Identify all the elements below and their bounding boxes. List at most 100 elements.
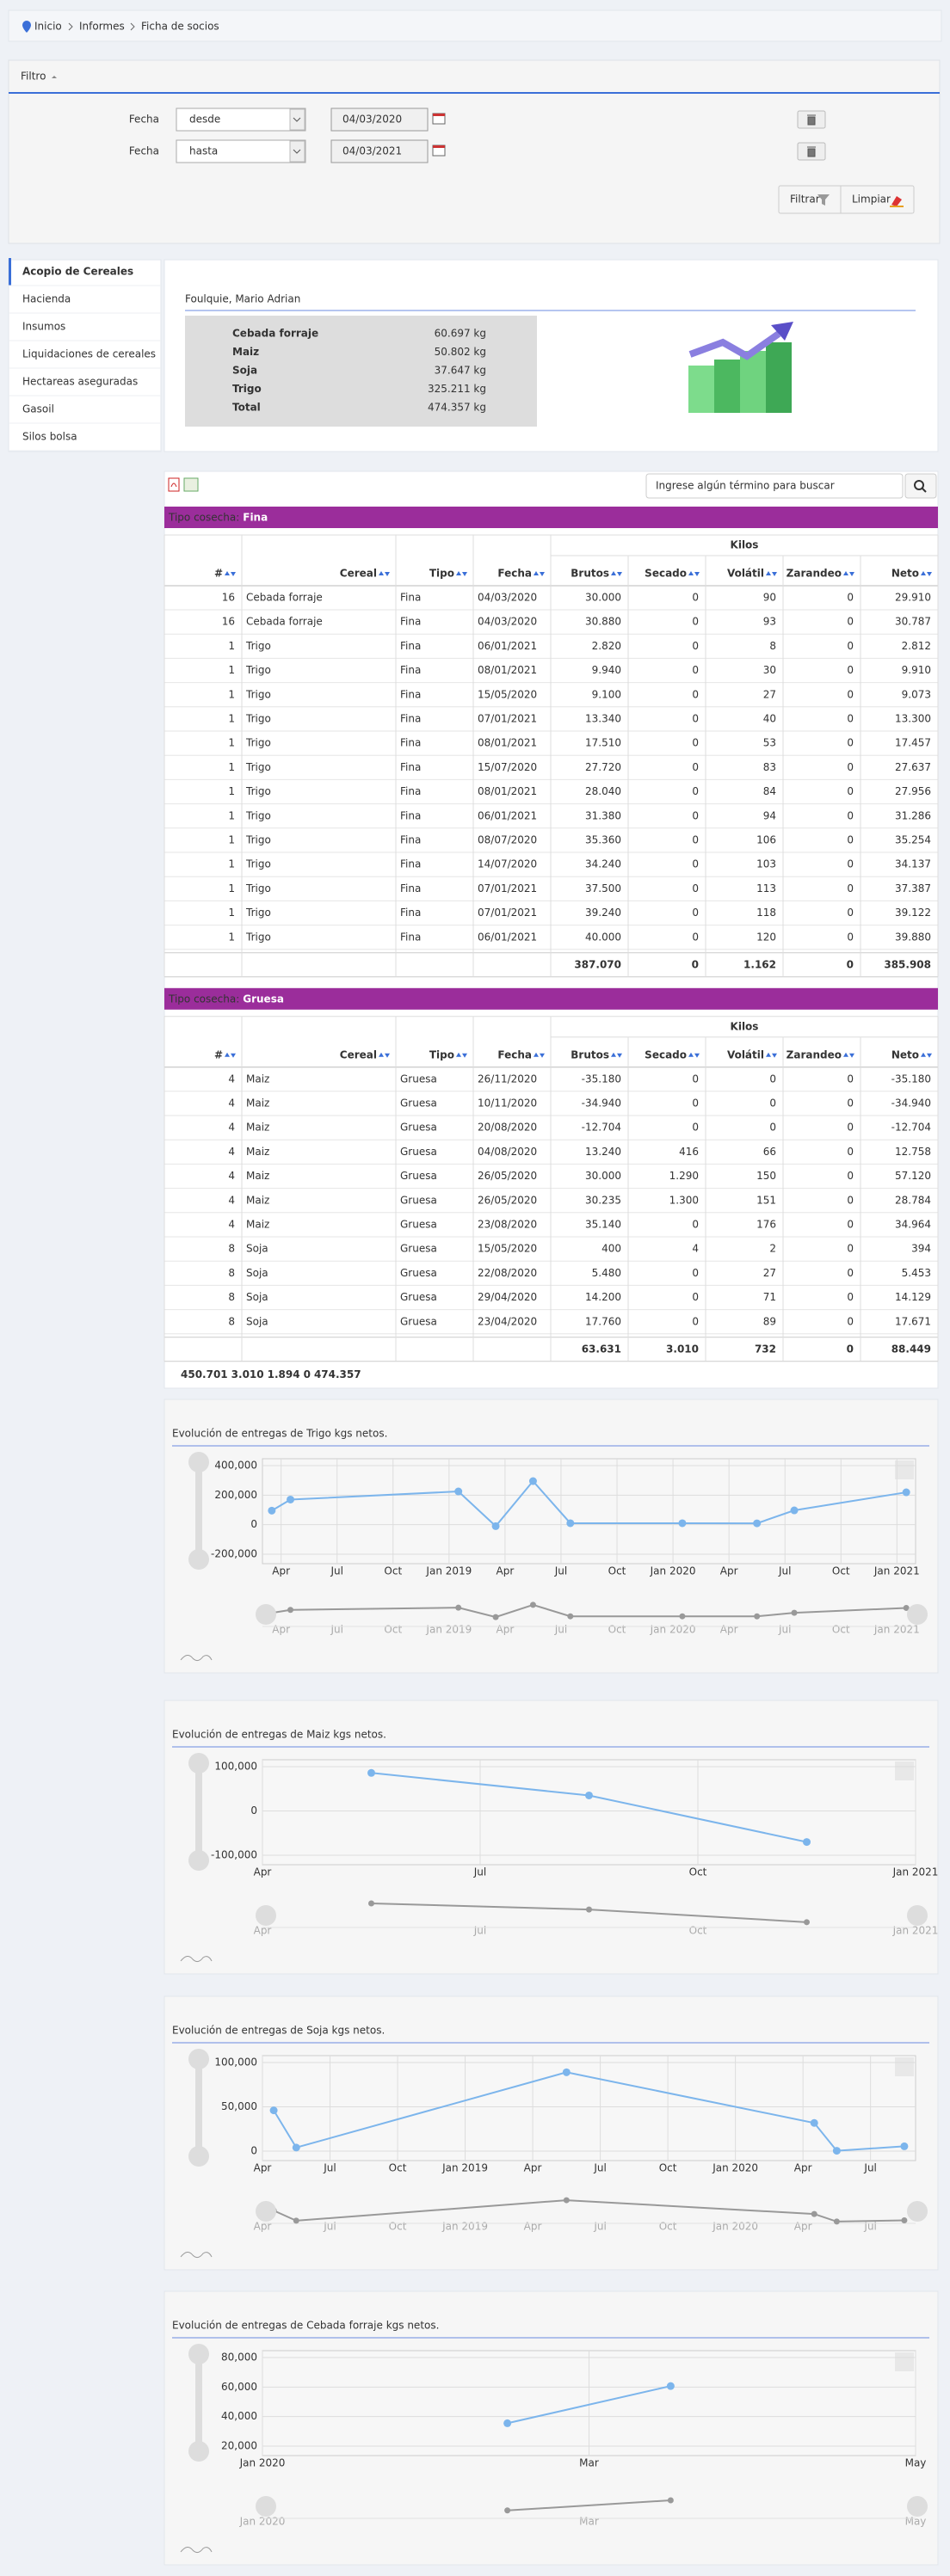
column-header[interactable]: # bbox=[214, 1048, 223, 1061]
data-point[interactable] bbox=[491, 1522, 500, 1530]
navigator-handle[interactable] bbox=[907, 2201, 928, 2222]
data-point[interactable] bbox=[268, 1506, 276, 1515]
export-button[interactable] bbox=[895, 2057, 914, 2076]
filter-button[interactable]: Filtrar bbox=[790, 194, 820, 206]
data-point[interactable] bbox=[790, 1506, 799, 1515]
navigator-handle[interactable] bbox=[907, 2496, 928, 2517]
sort-arrows bbox=[379, 1052, 390, 1058]
navigator-handle[interactable] bbox=[907, 1905, 928, 1926]
table-cell: Gruesa bbox=[400, 1219, 437, 1231]
zoom-handle[interactable] bbox=[188, 2344, 209, 2364]
export-button[interactable] bbox=[895, 2352, 914, 2371]
navigator-handle[interactable] bbox=[256, 2496, 276, 2517]
y-tick-label: -200,000 bbox=[211, 1548, 257, 1560]
navigator-handle[interactable] bbox=[256, 2201, 276, 2222]
search-input[interactable] bbox=[645, 473, 904, 499]
data-point[interactable] bbox=[292, 2143, 300, 2152]
data-point[interactable] bbox=[753, 1519, 762, 1528]
export-button[interactable] bbox=[895, 1460, 914, 1479]
data-point[interactable] bbox=[454, 1487, 463, 1496]
zoom-handle[interactable] bbox=[188, 1452, 209, 1472]
column-header[interactable]: Zarandeo bbox=[787, 1048, 842, 1061]
data-point[interactable] bbox=[678, 1519, 687, 1528]
navigator-handle[interactable] bbox=[256, 1604, 276, 1625]
sort-arrows bbox=[611, 571, 622, 576]
column-header[interactable]: Neto bbox=[891, 568, 919, 580]
navigator-handle[interactable] bbox=[907, 1604, 928, 1625]
column-header[interactable]: Neto bbox=[891, 1048, 919, 1061]
column-header[interactable]: Tipo bbox=[429, 1048, 454, 1061]
column-header[interactable]: Volátil bbox=[727, 1048, 764, 1061]
menu-item[interactable]: Liquidaciones de cereales bbox=[22, 348, 156, 360]
data-point[interactable] bbox=[832, 2147, 841, 2155]
table-cell: 0 bbox=[692, 858, 699, 870]
select-box[interactable] bbox=[176, 139, 306, 163]
menu-item[interactable]: Hectareas aseguradas bbox=[22, 376, 138, 388]
table-cell: 27.637 bbox=[895, 761, 931, 773]
menu-item[interactable]: Acopio de Cereales bbox=[22, 266, 133, 278]
zoom-handle[interactable] bbox=[188, 2049, 209, 2069]
side-menu bbox=[8, 259, 162, 452]
column-header[interactable]: Brutos bbox=[571, 1048, 609, 1061]
data-point[interactable] bbox=[810, 2118, 818, 2127]
pdf-icon[interactable] bbox=[168, 477, 180, 492]
date-input[interactable] bbox=[330, 108, 429, 132]
navigator-label: Oct bbox=[608, 1624, 626, 1636]
menu-item[interactable]: Insumos bbox=[22, 321, 65, 333]
table-cell: 0 bbox=[847, 713, 854, 725]
table-cell: 06/01/2021 bbox=[478, 640, 537, 652]
sort-icon[interactable] bbox=[183, 477, 199, 492]
table-cell: 08/01/2021 bbox=[478, 737, 537, 749]
data-point[interactable] bbox=[269, 2106, 278, 2115]
table-cell: Trigo bbox=[245, 858, 271, 870]
column-header[interactable]: Fecha bbox=[497, 1048, 532, 1061]
summary-value: 60.697 kg bbox=[435, 328, 486, 340]
column-header[interactable]: Brutos bbox=[571, 568, 609, 580]
zoom-handle[interactable] bbox=[188, 1850, 209, 1871]
total-cell: 63.631 bbox=[582, 1343, 621, 1355]
date-input[interactable] bbox=[330, 139, 429, 163]
data-point[interactable] bbox=[287, 1495, 295, 1503]
breadcrumb-item[interactable]: Informes bbox=[79, 21, 125, 33]
data-point[interactable] bbox=[503, 2419, 512, 2427]
table-cell: 1 bbox=[228, 640, 235, 652]
zoom-handle[interactable] bbox=[188, 1753, 209, 1774]
data-point[interactable] bbox=[562, 2068, 571, 2076]
column-header[interactable]: Cereal bbox=[340, 1048, 377, 1061]
zoom-handle[interactable] bbox=[188, 1549, 209, 1570]
data-point[interactable] bbox=[528, 1477, 537, 1485]
data-point[interactable] bbox=[666, 2382, 675, 2390]
data-point[interactable] bbox=[367, 1768, 375, 1777]
summary-label: Maiz bbox=[232, 346, 259, 358]
navigator-point bbox=[804, 1919, 810, 1926]
column-header[interactable]: Volátil bbox=[727, 568, 764, 580]
column-header[interactable]: # bbox=[214, 568, 223, 580]
table-cell: 1.290 bbox=[669, 1170, 699, 1182]
export-button[interactable] bbox=[895, 1761, 914, 1780]
table-cell: 57.120 bbox=[895, 1170, 931, 1182]
filter-title[interactable]: Filtro bbox=[21, 71, 46, 83]
data-point[interactable] bbox=[902, 1488, 910, 1497]
range-icon bbox=[180, 2547, 213, 2554]
data-point[interactable] bbox=[585, 1791, 593, 1799]
breadcrumb-item[interactable]: Inicio bbox=[34, 21, 62, 33]
data-point[interactable] bbox=[566, 1519, 575, 1528]
menu-item[interactable]: Silos bolsa bbox=[22, 431, 77, 443]
clear-button[interactable]: Limpiar bbox=[852, 194, 891, 206]
menu-item[interactable]: Gasoil bbox=[22, 403, 54, 415]
zoom-handle[interactable] bbox=[188, 2146, 209, 2167]
table-cell: Maiz bbox=[246, 1219, 269, 1231]
data-point[interactable] bbox=[803, 1838, 811, 1847]
zoom-handle[interactable] bbox=[188, 2441, 209, 2462]
search-button[interactable] bbox=[904, 473, 937, 499]
column-header[interactable]: Fecha bbox=[497, 568, 532, 580]
column-header[interactable]: Secado bbox=[645, 568, 687, 580]
column-header[interactable]: Tipo bbox=[429, 568, 454, 580]
column-header[interactable]: Secado bbox=[645, 1048, 687, 1061]
data-point[interactable] bbox=[900, 2142, 909, 2150]
column-header[interactable]: Zarandeo bbox=[787, 568, 842, 580]
column-header[interactable]: Cereal bbox=[340, 568, 377, 580]
select-box[interactable] bbox=[176, 108, 306, 132]
menu-item[interactable]: Hacienda bbox=[22, 293, 71, 305]
navigator-handle[interactable] bbox=[256, 1905, 276, 1926]
